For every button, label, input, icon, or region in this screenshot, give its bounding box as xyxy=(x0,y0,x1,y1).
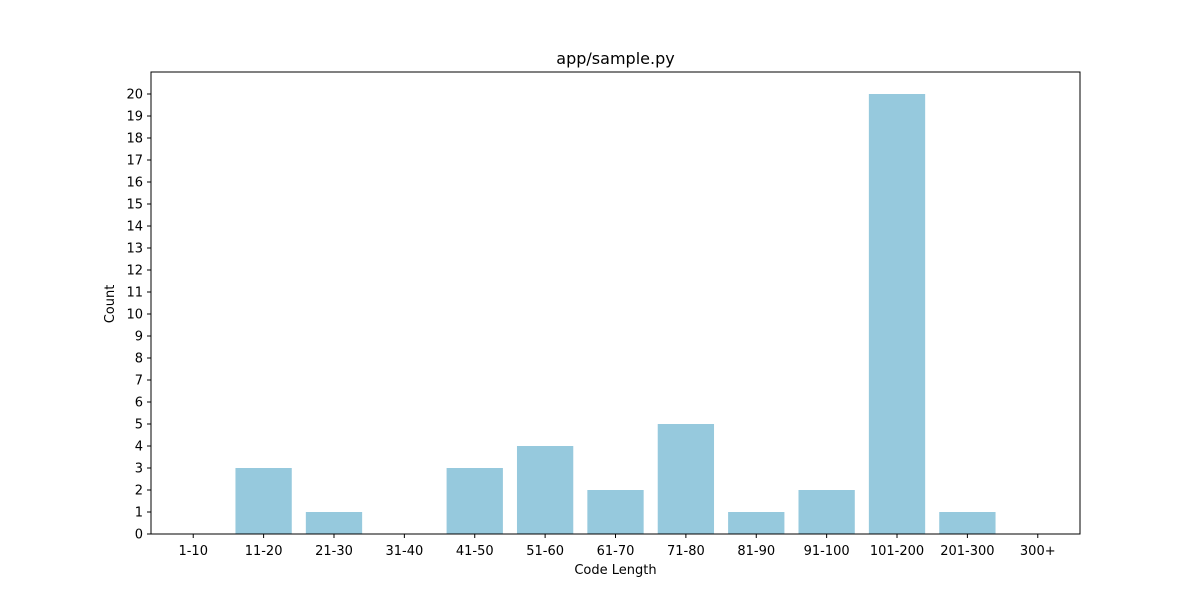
bar-101-200 xyxy=(868,94,926,534)
y-tick-label: 17 xyxy=(126,154,143,169)
x-tick-label: 51-60 xyxy=(526,544,564,559)
x-tick-label: 91-100 xyxy=(804,544,850,559)
x-tick-label: 300+ xyxy=(1020,544,1056,559)
x-tick-label: 61-70 xyxy=(597,544,635,559)
bar-81-90 xyxy=(728,512,785,534)
y-tick-label: 3 xyxy=(135,462,143,477)
y-tick-label: 5 xyxy=(135,418,143,433)
x-tick-label: 1-10 xyxy=(178,544,208,559)
x-tick-label: 71-80 xyxy=(667,544,705,559)
y-tick-label: 2 xyxy=(135,484,143,499)
y-tick-label: 18 xyxy=(126,132,143,147)
y-tick-label: 1 xyxy=(135,506,143,521)
bar-21-30 xyxy=(305,512,363,534)
x-tick-label: 81-90 xyxy=(737,544,775,559)
y-tick-label: 13 xyxy=(126,242,143,257)
y-tick-label: 10 xyxy=(126,308,143,323)
x-tick-label: 201-300 xyxy=(940,544,994,559)
y-tick-label: 20 xyxy=(126,88,143,103)
x-axis-ticks: 1-10 11-20 21-30 31-40 41-50 51-60 61-70 71-80 8… xyxy=(178,534,1056,559)
x-axis-label: Code Length xyxy=(574,563,656,578)
bar-71-80 xyxy=(657,424,715,534)
x-tick-label: 41-50 xyxy=(456,544,494,559)
y-tick-label: 9 xyxy=(135,330,143,345)
bar-61-70 xyxy=(587,490,644,534)
y-tick-label: 15 xyxy=(126,198,143,213)
bars-layer xyxy=(235,94,996,534)
y-tick-label: 19 xyxy=(126,110,143,125)
y-tick-label: 16 xyxy=(126,176,143,191)
y-tick-label: 14 xyxy=(126,220,143,235)
y-axis-label: Count xyxy=(103,285,118,324)
plot-area-frame xyxy=(150,71,1081,535)
y-tick-label: 4 xyxy=(135,440,143,455)
bar-201-300 xyxy=(939,512,996,534)
x-tick-label: 21-30 xyxy=(315,544,353,559)
y-tick-label: 12 xyxy=(126,264,143,279)
bar-11-20 xyxy=(235,468,292,534)
y-tick-label: 8 xyxy=(135,352,143,367)
bar-41-50 xyxy=(446,468,503,534)
x-tick-label: 101-200 xyxy=(870,544,924,559)
chart-title: app/sample.py xyxy=(556,49,674,68)
x-tick-label: 31-40 xyxy=(385,544,423,559)
bar-51-60 xyxy=(516,446,574,534)
bar-91-100 xyxy=(798,490,855,534)
y-tick-label: 0 xyxy=(135,528,143,543)
y-tick-label: 6 xyxy=(135,396,143,411)
y-tick-label: 11 xyxy=(126,286,143,301)
y-tick-label: 7 xyxy=(135,374,143,389)
x-tick-label: 11-20 xyxy=(245,544,283,559)
